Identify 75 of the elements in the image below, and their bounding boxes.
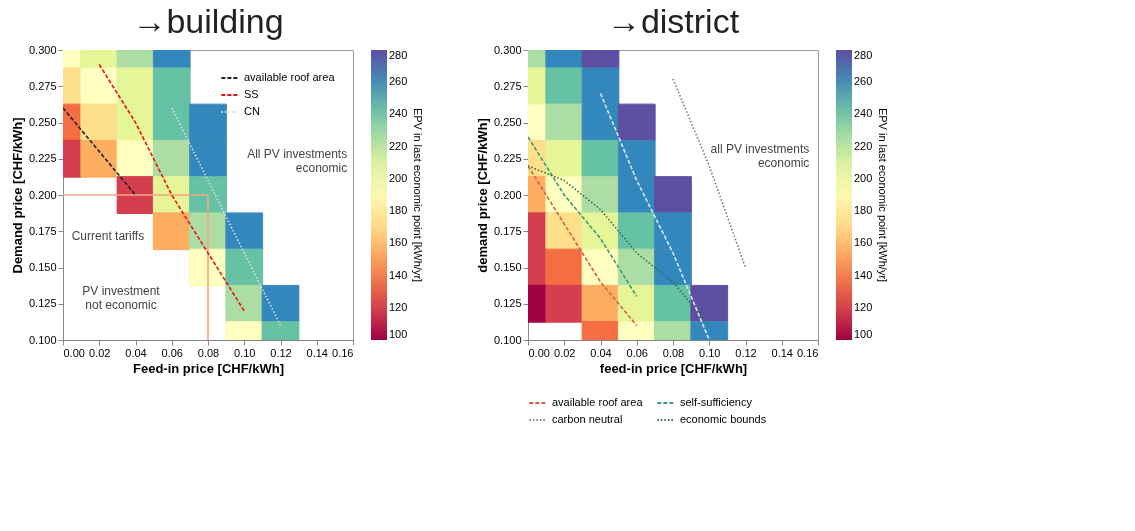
chart-title: →building [132,2,284,40]
y-tick-label: 0.200 [28,188,57,201]
color-bar-label: 280 [854,49,873,61]
legend-label: available roof area [552,396,644,408]
color-bar-label: 160 [389,236,408,249]
color-bar-label: 180 [389,204,408,217]
color-bar-title: EPV in last economic point [kWh/yr] [877,107,889,283]
x-tick-label: 0.16 [332,346,354,359]
x-tick-label: 0.02 [554,346,576,359]
x-tick-label: 0.14 [306,346,328,359]
x-tick-label: 0.08 [662,346,685,359]
legend-label: CN [244,105,260,117]
x-tick-label: 0.00 [63,346,85,359]
y-tick-label: 0.150 [493,261,522,273]
color-bar-label: 200 [389,171,408,184]
y-tick-label: 0.225 [28,152,57,165]
x-tick-label: 0.00 [528,346,550,359]
y-tick-label: 0.100 [493,333,522,346]
annotation: Current tariffs [71,228,145,243]
legend-label: carbon neutral [552,413,623,425]
color-bar-label: 260 [389,75,408,88]
color-bar-label: 260 [854,75,873,88]
x-tick-label: 0.04 [125,346,147,359]
y-tick-label: 0.275 [493,79,522,92]
x-tick-label: 0.16 [797,346,819,359]
y-tick-label: 0.225 [493,152,522,165]
color-bar-label: 140 [854,268,873,281]
color-bar-label: 220 [389,139,408,152]
legend-label: self-sufficiency [680,396,753,408]
x-tick-label: 0.12 [270,346,292,359]
color-bar-label: 180 [854,204,873,217]
color-bar-label: 120 [854,300,873,313]
y-axis-title: demand price [CHF/kWh] [474,118,490,273]
x-tick-label: 0.10 [234,346,256,359]
y-tick-label: 0.275 [28,79,57,92]
color-bar-label: 160 [854,236,873,249]
color-bar-label: 100 [854,328,873,340]
y-tick-label: 0.175 [28,224,57,237]
legend-label: available roof area [244,71,336,83]
y-tick-label: 0.250 [28,116,57,128]
y-tick-label: 0.300 [28,43,57,56]
color-bar-label: 280 [389,49,408,61]
y-tick-label: 0.250 [493,116,522,128]
y-axis-title: Demand price [CHF/kWh] [9,117,25,274]
y-tick-label: 0.150 [28,261,57,273]
color-bar-label: 220 [854,139,873,152]
legend-label: SS [244,88,259,100]
y-tick-label: 0.125 [28,297,57,310]
y-tick-label: 0.100 [28,333,57,346]
color-bar-title: EPV in last economic point [kWh/yr] [412,107,424,283]
y-tick-label: 0.175 [493,224,522,237]
x-tick-label: 0.08 [197,346,220,359]
x-axis-title: Feed-in price [CHF/kWh] [133,360,284,376]
x-tick-label: 0.02 [89,346,111,359]
annotation: all PV investments economic [710,141,810,170]
legend-label: economic bounds [680,413,767,425]
x-tick-label: 0.04 [590,346,612,359]
color-bar-label: 240 [389,107,408,120]
x-tick-label: 0.06 [161,346,183,359]
color-bar-label: 200 [854,171,873,184]
color-bar-label: 100 [389,328,408,340]
x-tick-label: 0.12 [735,346,757,359]
x-axis-title: feed-in price [CHF/kWh] [599,360,748,376]
x-tick-label: 0.14 [771,346,793,359]
color-bar-label: 140 [389,268,408,281]
x-tick-label: 0.10 [699,346,721,359]
color-bar-label: 120 [389,300,408,313]
annotation: All PV investments economic [247,147,348,176]
x-tick-label: 0.06 [626,346,648,359]
y-tick-label: 0.300 [493,43,522,56]
y-tick-label: 0.125 [493,297,522,310]
annotation: PV investment not economic [82,283,161,312]
color-bar-label: 240 [854,107,873,120]
y-tick-label: 0.200 [493,188,522,201]
chart-title: →district [606,2,740,40]
